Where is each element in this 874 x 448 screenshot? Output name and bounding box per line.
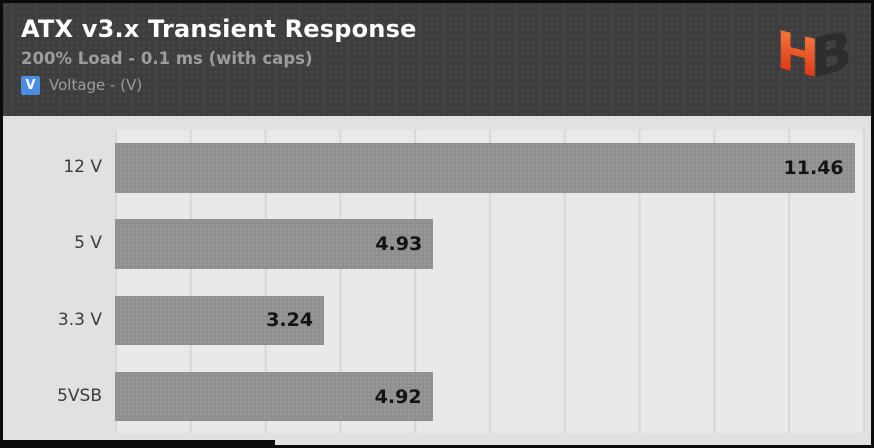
voltage-legend-chip-icon: V: [21, 75, 40, 95]
value-label-5vsb: 4.92: [374, 385, 422, 408]
bar-track: 4.92: [115, 371, 865, 422]
hardware-busters-logo-icon: H B: [776, 18, 852, 91]
bar-row-5v: 5 V 4.93: [3, 219, 871, 295]
category-label-12v: 12 V: [63, 157, 102, 177]
value-label-12v: 11.46: [783, 156, 844, 179]
chart-header: ATX v3.x Transient Response 200% Load - …: [3, 3, 871, 116]
bar-row-12v: 12 V 11.46: [3, 143, 871, 219]
logo-letter-b: B: [811, 18, 852, 91]
bar-5vsb: 4.92: [115, 371, 433, 422]
chart-subtitle: 200% Load - 0.1 ms (with caps): [21, 48, 313, 68]
legend: V Voltage - (V): [21, 75, 871, 95]
value-label-3v3: 3.24: [266, 309, 314, 332]
bar-3v3: 3.24: [115, 295, 325, 346]
value-label-5v: 4.93: [375, 233, 423, 256]
bar-track: 3.24: [115, 295, 865, 346]
category-label-5v: 5 V: [74, 233, 102, 254]
chart-title: ATX v3.x Transient Response: [21, 15, 417, 43]
bar-rows: 12 V 11.46 5 V 4.93 3.3 V: [3, 116, 871, 445]
bar-row-3v3: 3.3 V 3.24: [3, 295, 871, 372]
bar-12v: 11.46: [115, 143, 855, 193]
category-label-3v3: 3.3 V: [57, 309, 102, 330]
bottom-border-accent: [3, 440, 275, 445]
bar-track: 4.93: [115, 219, 865, 269]
bar-row-5vsb: 5VSB 4.92: [3, 371, 871, 445]
bar-track: 11.46: [115, 143, 865, 193]
bar-5v: 4.93: [115, 219, 434, 269]
category-label-5vsb: 5VSB: [57, 385, 102, 406]
logo-letter-h: H: [776, 20, 820, 91]
bar-chart: 12 V 11.46 5 V 4.93 3.3 V: [3, 116, 871, 445]
legend-label: Voltage - (V): [49, 76, 143, 95]
